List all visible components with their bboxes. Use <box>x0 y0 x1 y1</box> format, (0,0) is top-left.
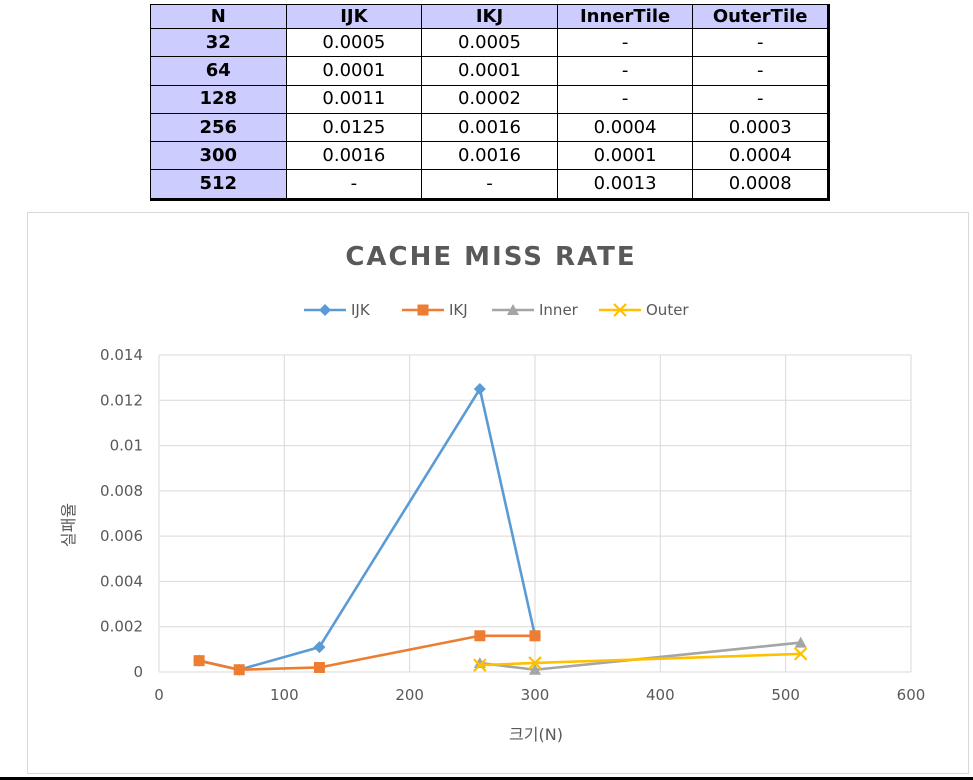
series-layer <box>193 382 808 676</box>
legend-marker <box>507 304 519 315</box>
table-cell: 0.0016 <box>285 141 423 171</box>
legend-label: Inner <box>539 301 579 319</box>
table-cell: 0.0002 <box>421 84 558 114</box>
table-cell: 0.0005 <box>285 27 423 58</box>
table-cell: 0.0003 <box>692 112 829 143</box>
y-tick-label: 0.008 <box>100 482 143 500</box>
y-tick-label: 0.004 <box>100 572 143 590</box>
table-cell: 0.0008 <box>692 169 829 200</box>
y-tick-label: 0.01 <box>110 437 143 455</box>
legend-item-outer: Outer <box>599 301 689 319</box>
header-outertile: OuterTile <box>692 4 829 29</box>
legend-item-inner: Inner <box>492 301 579 319</box>
data-point <box>474 630 486 642</box>
table-cell: - <box>556 84 694 114</box>
x-tick-label: 400 <box>646 686 675 704</box>
x-tick-label: 600 <box>897 686 926 704</box>
y-tick-label: 0.002 <box>100 618 143 636</box>
y-tick-label: 0.006 <box>100 527 143 545</box>
table-cell: 0.0016 <box>421 112 558 143</box>
y-tick-label: 0.014 <box>100 346 143 364</box>
data-point <box>529 630 541 642</box>
legend-label: IKJ <box>449 301 468 319</box>
data-point <box>233 664 245 676</box>
header-ikj: IKJ <box>421 4 558 29</box>
x-tick-label: 500 <box>771 686 800 704</box>
legend-marker <box>613 303 627 317</box>
legend-item-ijk: IJK <box>304 301 371 319</box>
header-innertile: InnerTile <box>556 4 694 29</box>
data-point <box>473 658 487 672</box>
table-row: 512 - - 0.0013 0.0008 <box>150 169 829 200</box>
table-cell: 0.0016 <box>421 141 558 171</box>
table-cell: 0.0004 <box>692 141 829 171</box>
table-cell: - <box>556 56 694 86</box>
series-ijk <box>193 382 541 676</box>
table-cell: 0.0004 <box>556 112 694 143</box>
legend-label: Outer <box>646 301 689 319</box>
chart-svg: CACHE MISS RATE IJK IKJ Inner Outer 00.0020… <box>59 242 925 744</box>
table-cell: 512 <box>150 169 287 200</box>
table-cell: 0.0001 <box>556 141 694 171</box>
data-point <box>528 656 542 670</box>
x-tick-label: 200 <box>395 686 424 704</box>
table-cell: - <box>421 169 558 200</box>
chart-title: CACHE MISS RATE <box>345 242 636 272</box>
table-cell: 0.0001 <box>421 56 558 86</box>
table-cell: 0.0125 <box>285 112 423 143</box>
x-tick-label: 300 <box>521 686 550 704</box>
x-axis-ticks: 0 100 200 300 400 500 600 <box>154 686 925 704</box>
data-table: N IJK IKJ InnerTile OuterTile 32 0.0005 … <box>150 4 830 201</box>
table-cell: 128 <box>150 84 287 114</box>
series-ikj <box>193 630 541 676</box>
x-tick-label: 100 <box>270 686 299 704</box>
legend-item-ikj: IKJ <box>402 301 468 319</box>
data-point <box>529 663 541 675</box>
table-cell: 300 <box>150 141 287 171</box>
data-point <box>473 382 486 395</box>
data-point <box>313 661 325 673</box>
table-cell: - <box>692 56 829 86</box>
table-row: 300 0.0016 0.0016 0.0001 0.0004 <box>150 141 829 171</box>
table-row: 256 0.0125 0.0016 0.0004 0.0003 <box>150 112 829 143</box>
chart-legend: IJK IKJ Inner Outer <box>304 301 689 319</box>
chart-area: CACHE MISS RATE IJK IKJ Inner Outer 0 0.002 0… <box>27 212 969 774</box>
table-cell: 0.0001 <box>285 56 423 86</box>
legend-marker <box>417 304 429 316</box>
table-cell: 0.0013 <box>556 169 694 200</box>
data-point <box>313 641 326 654</box>
table-cell: 64 <box>150 56 287 86</box>
bottom-rule <box>0 777 973 780</box>
table-cell: - <box>285 169 423 200</box>
y-tick-label: 0.012 <box>100 391 143 409</box>
table-row: 64 0.0001 0.0001 - - <box>150 56 829 86</box>
y-axis-label: 실패율 <box>59 503 78 547</box>
y-tick-label: 0 <box>133 663 143 681</box>
x-axis-label: 크기(N) <box>509 725 563 744</box>
table-cell: 0.0005 <box>421 27 558 58</box>
series-line <box>198 387 537 672</box>
table-cell: - <box>692 84 829 114</box>
header-ijk: IJK <box>285 4 423 29</box>
table-cell: - <box>692 27 829 58</box>
table-cell: - <box>556 27 694 58</box>
table-row: 32 0.0005 0.0005 - - <box>150 27 829 58</box>
y-axis-ticks: 0 0.002 0.004 0.006 0.008 0.01 0.012 0.014 <box>100 346 143 681</box>
table-cell: 32 <box>150 27 287 58</box>
legend-label: IJK <box>351 301 371 319</box>
chart-grid <box>158 354 912 673</box>
x-tick-label: 0 <box>154 686 164 704</box>
legend-marker <box>319 304 331 316</box>
header-n: N <box>150 4 287 29</box>
data-point <box>794 636 807 648</box>
table-cell: 256 <box>150 112 287 143</box>
data-point <box>193 655 205 667</box>
table-row: 128 0.0011 0.0002 - - <box>150 84 829 114</box>
series-line <box>479 652 801 667</box>
table-cell: 0.0011 <box>285 84 423 114</box>
data-point <box>793 647 808 661</box>
series-outer <box>473 647 808 672</box>
table-header-row: N IJK IKJ InnerTile OuterTile <box>150 4 829 29</box>
